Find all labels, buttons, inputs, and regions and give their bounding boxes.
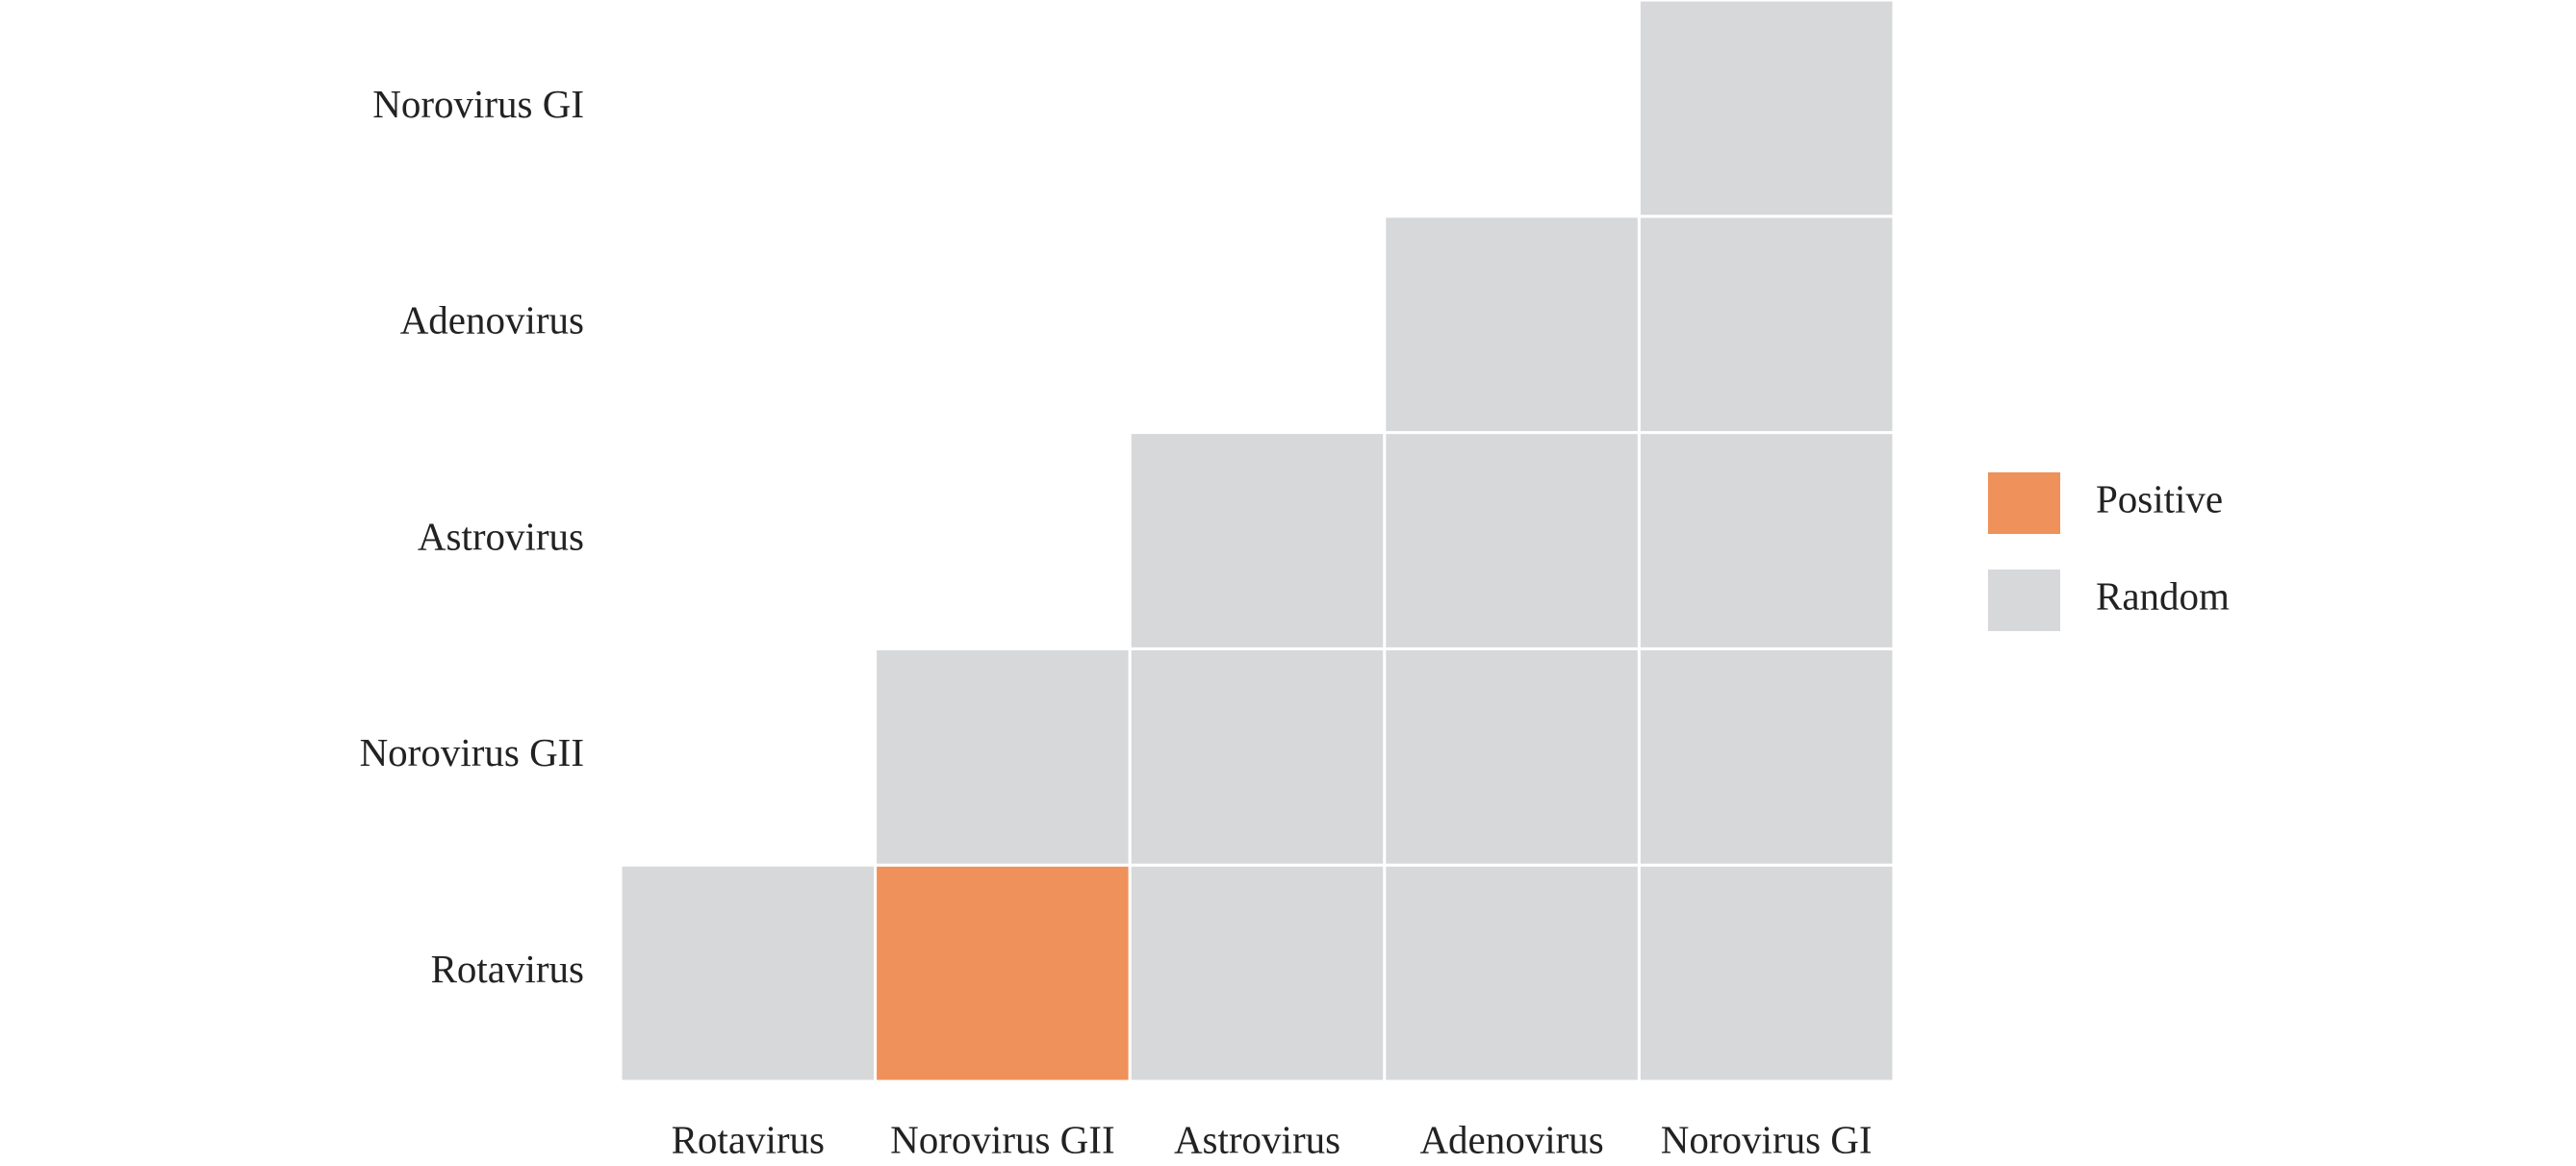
heatmap-cell — [1383, 215, 1641, 435]
y-tick-label: Rotavirus — [431, 947, 584, 991]
heatmap-cell — [874, 646, 1132, 867]
y-tick-label: Norovirus GII — [360, 730, 584, 774]
heatmap-cell — [1128, 431, 1387, 650]
heatmap-cell — [1383, 863, 1641, 1083]
heatmap-cell — [874, 863, 1132, 1083]
heatmap-cell — [619, 863, 878, 1083]
heatmap-cell — [1128, 863, 1387, 1083]
heatmap-cell — [1637, 431, 1896, 650]
x-tick-label: Norovirus GII — [890, 1117, 1114, 1161]
heatmap-cell — [1637, 863, 1896, 1083]
x-tick-label: Astrovirus — [1174, 1117, 1340, 1161]
heatmap-cell — [1383, 431, 1641, 650]
heatmap-cell — [1128, 646, 1387, 867]
y-tick-label: Adenovirus — [400, 298, 584, 342]
legend-label: Random — [2096, 573, 2230, 618]
heatmap-cell — [1383, 646, 1641, 867]
legend-swatch — [1988, 570, 2060, 631]
x-tick-label: Rotavirus — [672, 1117, 825, 1161]
x-tick-label: Norovirus GI — [1661, 1117, 1873, 1161]
y-tick-label: Norovirus GI — [372, 82, 584, 126]
heatmap-cell — [1637, 215, 1896, 435]
heatmap-cell — [1637, 646, 1896, 867]
legend-label: Positive — [2096, 476, 2223, 520]
heatmap-cell — [1637, 0, 1896, 218]
x-tick-label: Adenovirus — [1419, 1117, 1603, 1161]
y-tick-label: Astrovirus — [418, 514, 584, 558]
legend-swatch — [1988, 472, 2060, 534]
